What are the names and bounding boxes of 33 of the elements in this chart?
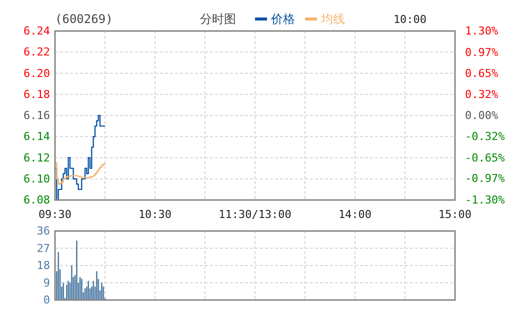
x-tick-label: 15:00 — [438, 208, 472, 221]
y2-tick-label: -1.30% — [465, 194, 505, 207]
y2-tick-label: 1.30% — [465, 24, 498, 38]
y-tick-label: 6.18 — [24, 88, 50, 101]
x-tick-label: 11:30/13:00 — [218, 208, 292, 221]
x-tick-label: 10:30 — [138, 208, 172, 221]
y-tick-label: 6.10 — [24, 172, 50, 186]
y2-tick-label: 0.32% — [465, 88, 498, 102]
y-tick-label: 18 — [36, 259, 50, 272]
y2-tick-label: 0.97% — [465, 46, 498, 59]
y-tick-label: 6.24 — [24, 24, 50, 38]
y-tick-label: 6.08 — [24, 194, 50, 207]
y-tick-label: 6.20 — [24, 66, 50, 80]
y-tick-label: 0 — [43, 294, 50, 307]
x-tick-label: 14:00 — [338, 208, 372, 221]
y-tick-label: 6.16 — [24, 109, 50, 122]
y2-tick-label: -0.97% — [465, 172, 505, 186]
y2-tick-label: -0.32% — [465, 130, 505, 143]
y2-tick-label: -0.65% — [465, 151, 505, 164]
text: 10:00 — [393, 13, 427, 26]
chart-title: (600269) — [55, 12, 113, 26]
y-tick-label: 27 — [36, 242, 50, 255]
y-tick-label: 6.12 — [24, 151, 50, 164]
y-tick-label: 6.22 — [24, 46, 50, 59]
chart-subtitle: 分时图 — [200, 12, 236, 26]
y-tick-label: 6.14 — [24, 130, 50, 144]
x-tick-label: 09:30 — [38, 208, 72, 221]
y2-tick-label: 0.65% — [465, 66, 498, 80]
legend-label: 均线 — [320, 12, 345, 26]
y2-tick-label: 0.00% — [465, 109, 498, 122]
legend-label: 价格 — [270, 12, 295, 26]
y-tick-label: 36 — [36, 224, 50, 238]
y-tick-label: 9 — [43, 276, 50, 290]
